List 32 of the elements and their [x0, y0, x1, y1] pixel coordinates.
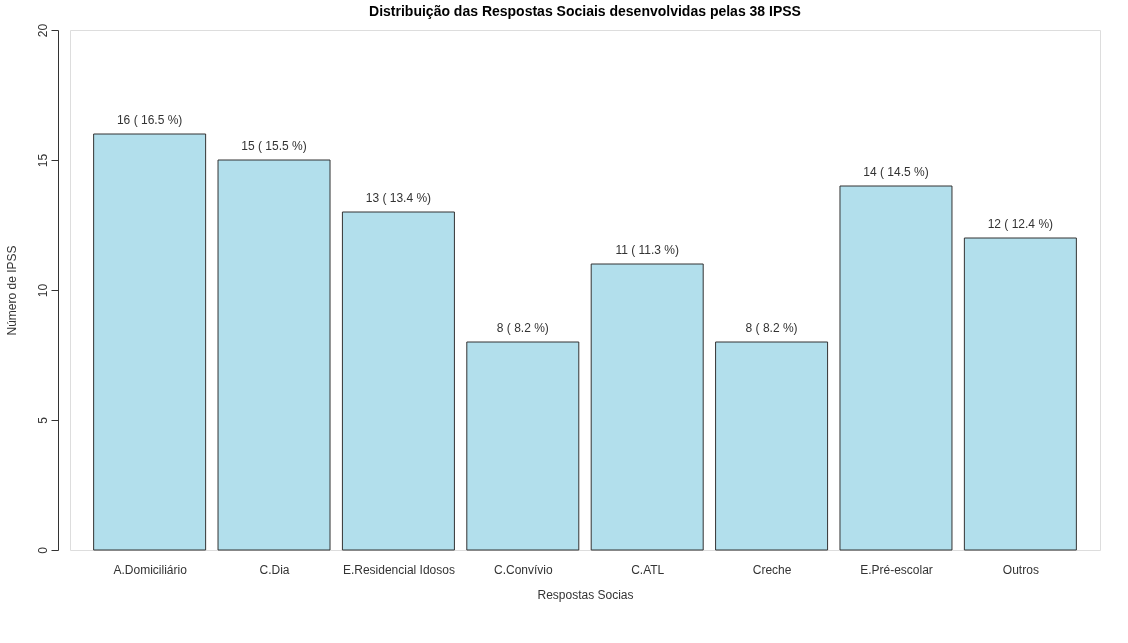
x-tick-label: Creche: [752, 562, 792, 577]
data-label: 15 ( 15.5 %): [241, 139, 307, 153]
y-tick-label: 0: [35, 546, 50, 554]
data-label: 13 ( 13.4 %): [365, 191, 432, 205]
x-tick-label: Outros: [1002, 562, 1039, 577]
bar: [963, 237, 1077, 551]
x-tick-label: C.Convívio: [493, 562, 553, 577]
bar: [590, 263, 704, 551]
y-tick-label: 5: [35, 416, 50, 424]
y-axis-title: Número de IPSS: [4, 245, 19, 336]
y-tick-label: 20: [35, 23, 50, 38]
data-label: 12 ( 12.4 %): [987, 217, 1054, 231]
data-label: 16 ( 16.5 %): [116, 113, 183, 127]
x-axis-title: Respostas Socias: [537, 587, 634, 602]
chart-title: Distribuição das Respostas Sociais desenvolvidas pelas 38 IPSS: [369, 3, 801, 20]
bar: [466, 341, 580, 551]
bar: [839, 185, 953, 551]
bar: [715, 341, 829, 551]
data-label: 8 ( 8.2 %): [496, 321, 549, 335]
bar: [93, 133, 207, 551]
x-tick-label: C.ATL: [631, 562, 665, 577]
x-tick-label: E.Pré-escolar: [860, 562, 933, 577]
y-tick-label: 10: [35, 283, 50, 298]
y-tick-label: 15: [35, 153, 50, 168]
bar: [341, 211, 455, 551]
data-label: 14 ( 14.5 %): [863, 165, 929, 179]
data-label: 11 ( 11.3 %): [615, 243, 679, 257]
x-tick-label: C.Dia: [259, 562, 290, 577]
x-tick-label: A.Domiciliário: [113, 562, 188, 577]
data-label: 8 ( 8.2 %): [745, 321, 798, 335]
x-tick-label: E.Residencial Idosos: [342, 562, 455, 577]
bar: [217, 159, 331, 551]
